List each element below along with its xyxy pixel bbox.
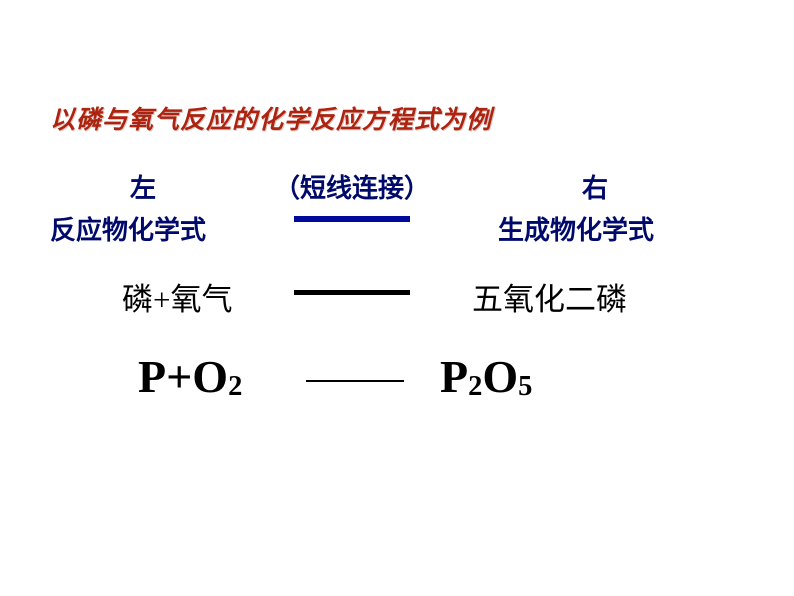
label-right-bottom: 生成物化学式 [498,210,654,247]
product-words: 五氧化二磷 [472,274,627,319]
reactant-words: 磷+氧气 [122,274,232,319]
label-left-top: 左 [130,168,156,205]
reactant-formula: P+O2 [138,350,242,403]
slide: 以磷与氧气反应的化学反应方程式为例 左 （短线连接） 右 反应物化学式 生成物化… [0,0,794,596]
label-right-top: 右 [582,168,608,205]
label-left-bottom: 反应物化学式 [50,210,206,247]
connector-dash-blue [294,216,410,222]
connector-dash-black-1 [294,290,410,295]
label-center-top: （短线连接） [274,168,430,205]
slide-title: 以磷与氧气反应的化学反应方程式为例 [50,100,492,136]
product-formula: P2O5 [440,350,532,403]
connector-dash-black-2 [306,380,404,382]
